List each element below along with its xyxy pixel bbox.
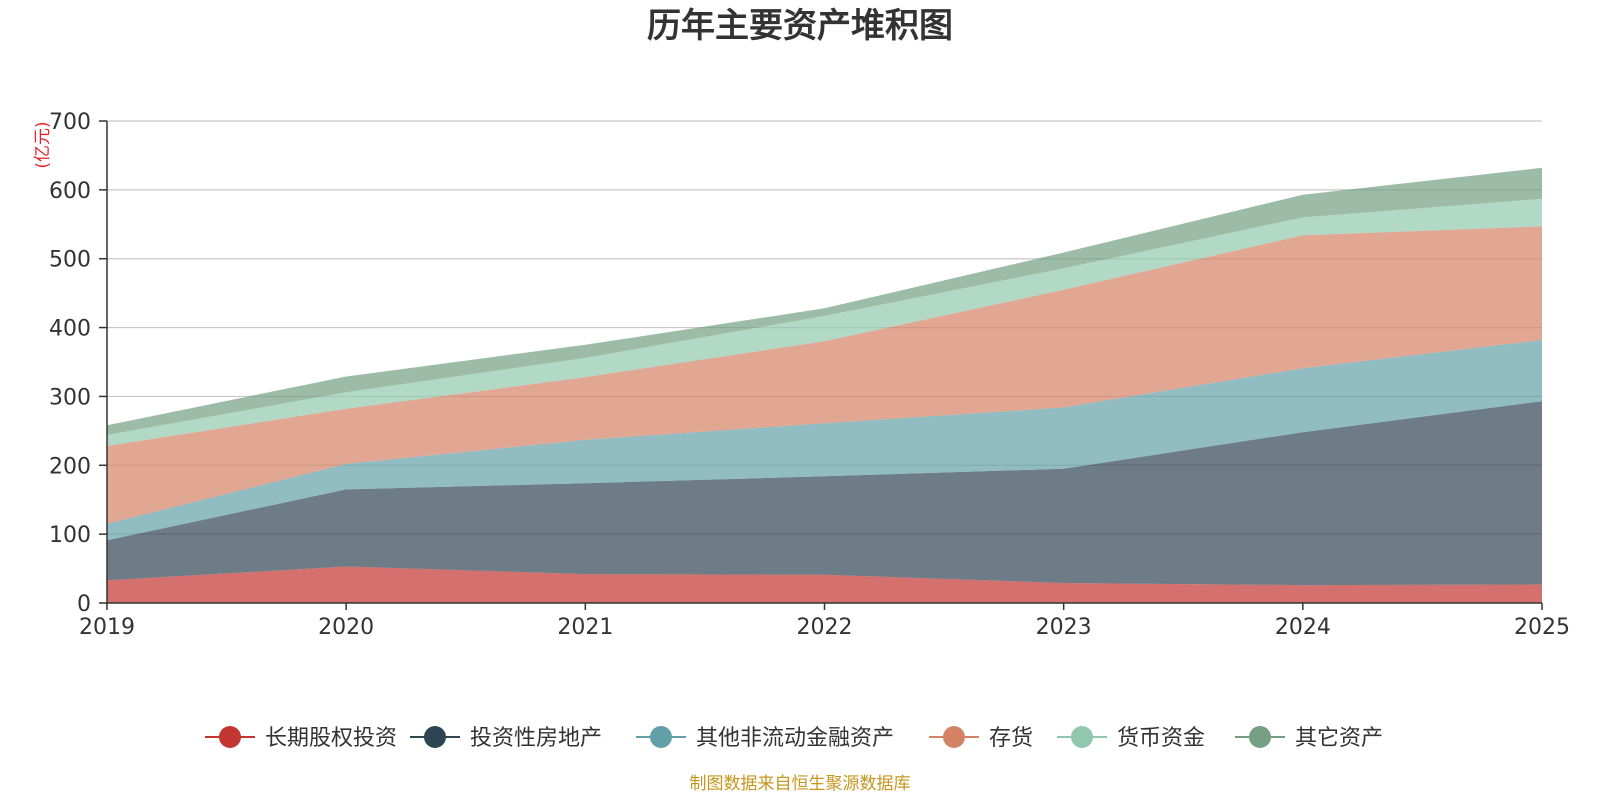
legend-item-4[interactable]: 货币资金 [1057, 726, 1205, 751]
legend-marker [1249, 726, 1271, 748]
y-axis-unit: (亿元) [33, 121, 53, 168]
area-series-5[interactable] [107, 167, 1542, 436]
x-tick-label: 2025 [1514, 615, 1570, 640]
legend-label: 投资性房地产 [470, 726, 602, 751]
legend-marker [424, 726, 446, 748]
data-source-note: 制图数据来自恒生聚源数据库 [690, 774, 911, 794]
legend[interactable]: 长期股权投资 投资性房地产 其他非流动金融资产 存货 货币资金 其它资产 [205, 726, 1383, 751]
y-tick-label: 100 [49, 523, 91, 548]
area-series-4[interactable] [107, 198, 1542, 446]
x-tick-label: 2019 [79, 615, 135, 640]
legend-marker [219, 726, 241, 748]
legend-marker [943, 726, 965, 748]
y-tick-label: 400 [49, 317, 91, 342]
x-tick-label: 2023 [1036, 615, 1092, 640]
x-tick-label: 2020 [318, 615, 374, 640]
legend-label: 存货 [989, 726, 1033, 751]
legend-item-2[interactable]: 其他非流动金融资产 [636, 726, 894, 751]
series-areas [107, 167, 1542, 604]
legend-item-5[interactable]: 其它资产 [1235, 726, 1383, 751]
area-series-1[interactable] [107, 401, 1542, 586]
x-tick-label: 2021 [557, 615, 613, 640]
y-tick-label: 200 [49, 454, 91, 479]
y-tick-label: 600 [49, 179, 91, 204]
legend-label: 其它资产 [1295, 726, 1383, 751]
legend-item-0[interactable]: 长期股权投资 [205, 726, 397, 751]
y-tick-label: 500 [49, 248, 91, 273]
area-series-2[interactable] [107, 340, 1542, 541]
legend-marker [650, 726, 672, 748]
legend-label: 货币资金 [1117, 726, 1205, 751]
legend-label: 其他非流动金融资产 [696, 726, 894, 751]
y-tick-label: 0 [77, 592, 91, 617]
legend-item-1[interactable]: 投资性房地产 [410, 726, 602, 751]
legend-label: 长期股权投资 [265, 726, 397, 751]
x-tick-label: 2022 [797, 615, 853, 640]
legend-marker [1071, 726, 1093, 748]
area-series-0[interactable] [107, 566, 1542, 604]
area-series-3[interactable] [107, 226, 1542, 524]
legend-item-3[interactable]: 存货 [929, 726, 1033, 751]
x-tick-label: 2024 [1275, 615, 1331, 640]
y-tick-label: 700 [49, 110, 91, 135]
chart-title: 历年主要资产堆积图 [647, 6, 953, 46]
y-tick-label: 300 [49, 385, 91, 410]
axes: 2019 2020 2021 2022 2023 2024 2025 [79, 120, 1570, 640]
